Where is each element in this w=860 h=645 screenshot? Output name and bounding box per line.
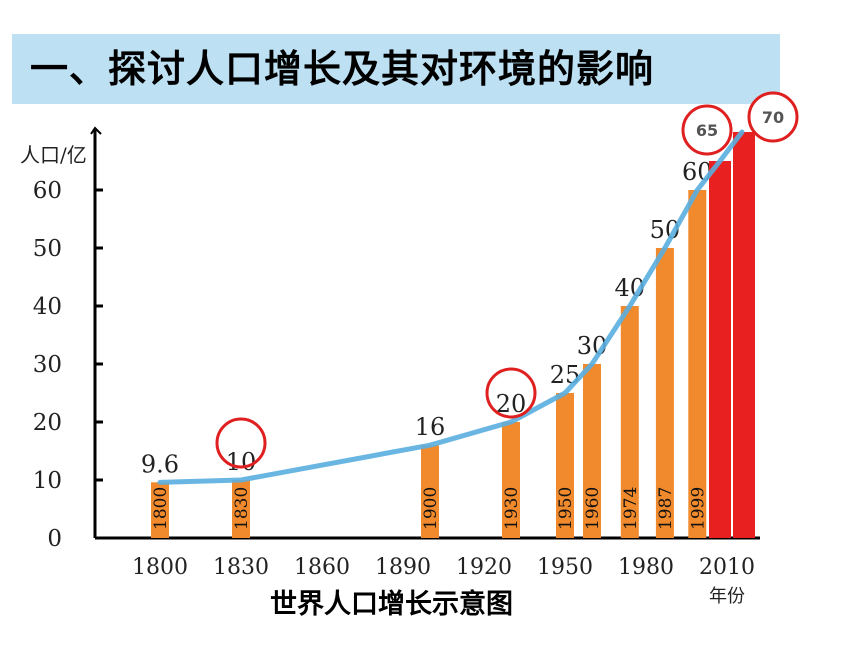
y-tick-label: 50 [33,236,62,262]
bar-year-label: 1800 [151,487,171,530]
added-bar-value-label: 70 [762,108,784,127]
added-bar [709,161,731,538]
bar [502,422,520,538]
growth-curve [157,129,745,485]
x-tick-label: 1830 [213,555,269,580]
bar-year-label: 1950 [556,487,576,530]
y-tick-label: 20 [33,410,62,436]
y-tick-label: 60 [33,178,62,204]
title-band [12,34,780,104]
y-axis-arrow [90,126,102,135]
x-tick-label: 1950 [537,555,593,580]
x-tick-label: 1860 [294,555,350,580]
bar-value-label: 60 [682,158,713,186]
bar [556,393,574,538]
bar-value-label: 9.6 [141,450,179,478]
x-tick-label: 1980 [618,555,674,580]
x-tick-label: 1920 [456,555,512,580]
highlight-circle [485,367,537,419]
bar-year-label: 1930 [502,487,522,530]
bar [583,364,601,538]
bar-year-label: 1830 [232,487,252,530]
y-tick-label: 10 [33,468,62,494]
bar-value-label: 16 [415,413,446,441]
added-bar [733,132,755,538]
bar [232,480,250,538]
x-tick-label: 1890 [375,555,431,580]
x-tick-label: 1800 [132,555,188,580]
bar [151,482,169,538]
highlight-circle [681,104,733,156]
bar [688,190,707,538]
bar-year-label: 1999 [688,487,708,530]
added-bar-value-label: 65 [696,121,718,140]
highlight-circle [747,91,799,143]
bar-year-label: 1974 [621,487,641,530]
y-axis-label: 人口/亿 [20,143,87,167]
highlight-circle [215,417,267,469]
bar-year-label: 1960 [583,487,603,530]
bar [655,248,674,538]
y-tick-label: 40 [33,294,62,320]
y-tick-label: 30 [33,352,62,378]
bar [421,445,439,538]
bar-year-label: 1987 [656,487,676,530]
bar-value-label: 10 [226,448,257,476]
x-tick-label: 2010 [699,555,755,580]
bar [620,306,639,538]
chart-caption: 世界人口增长示意图 [270,589,513,620]
page-title: 一、探讨人口增长及其对环境的影响 [30,47,655,91]
x-axis-label: 年份 [709,586,745,607]
bar-year-label: 1900 [421,487,441,530]
y-tick-label: 0 [47,526,62,552]
